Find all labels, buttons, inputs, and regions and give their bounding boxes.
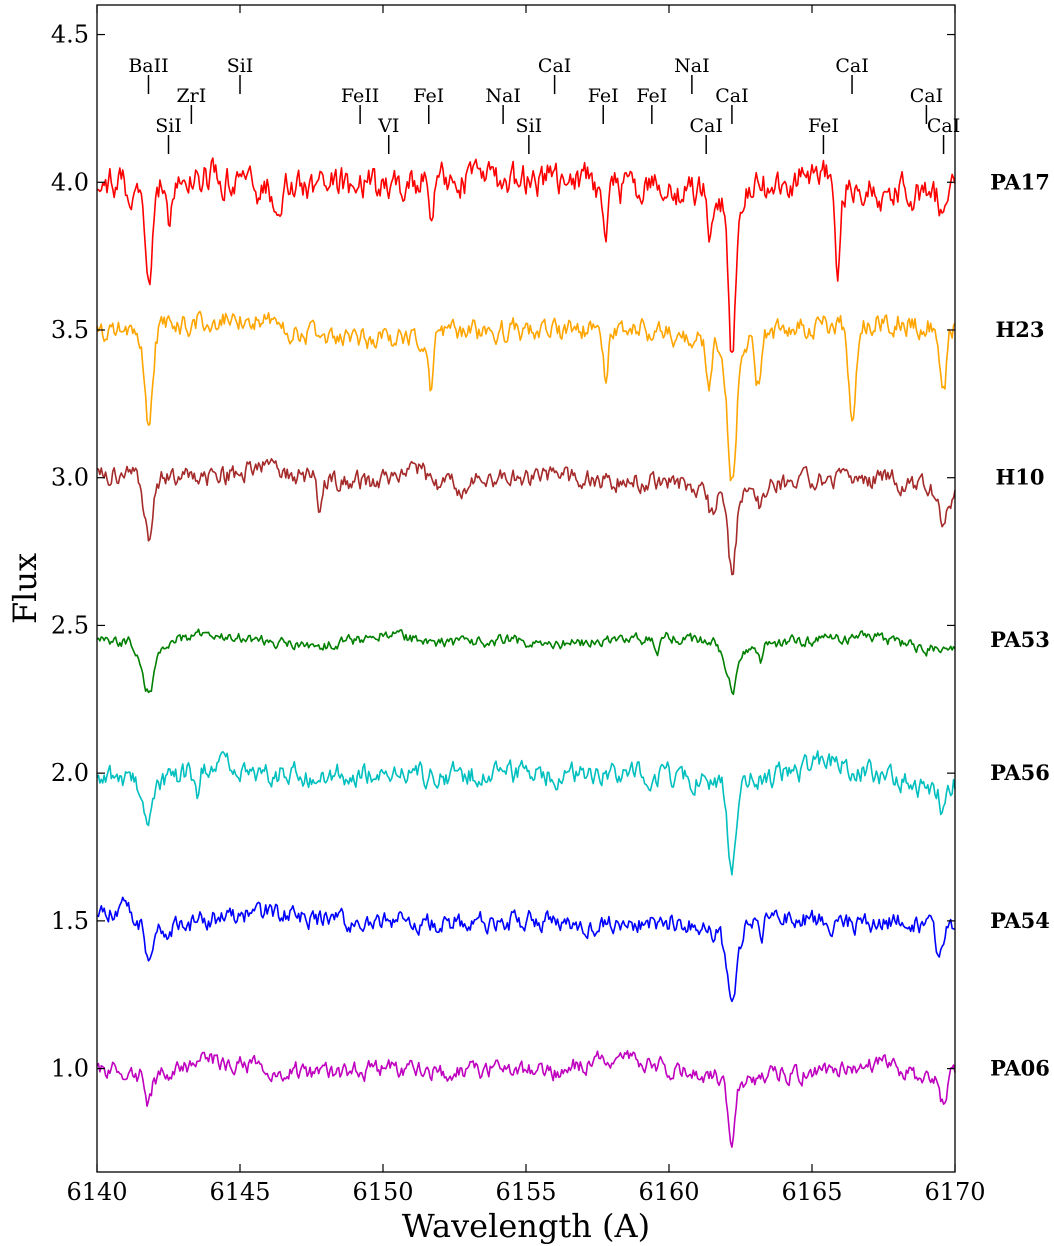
series-label-h10: H10	[995, 465, 1044, 490]
line-label-cai: CaI	[715, 85, 748, 107]
line-label-zri: ZrI	[176, 85, 206, 107]
line-label-cai: CaI	[689, 115, 722, 137]
series-line-h23	[96, 310, 956, 482]
x-tick-label: 6170	[924, 1178, 985, 1206]
series-line-pa54	[96, 896, 956, 1003]
series-line-h10	[96, 458, 956, 576]
line-label-sii: SiI	[516, 115, 543, 137]
line-label-fei: FeI	[636, 85, 667, 107]
line-label-sii: SiI	[155, 115, 182, 137]
axis-ticks: 6140 6145 6150 6155 6160 6165 6170 1.0 1.5 2.0 2.5…	[51, 5, 986, 1206]
x-axis-title: Wavelength (A)	[402, 1207, 650, 1245]
line-label-fei: FeI	[413, 85, 444, 107]
line-label-feii: FeII	[341, 85, 379, 107]
line-label-nai: NaI	[485, 85, 520, 107]
y-tick-label: 4.5	[51, 21, 89, 49]
line-annotations: BaII ZrI SiI SiI FeII VI FeI NaI SiI CaI FeI FeI NaI…	[128, 55, 960, 154]
series-line-pa53	[96, 628, 956, 696]
y-tick-label: 4.0	[51, 168, 89, 196]
y-tick-label: 2.5	[51, 611, 89, 639]
line-label-cai: CaI	[538, 55, 571, 77]
series-label-pa06: PA06	[990, 1056, 1050, 1081]
line-label-vi: VI	[377, 115, 399, 137]
line-label-fei: FeI	[808, 115, 839, 137]
y-tick-label: 1.0	[51, 1055, 89, 1083]
y-tick-label: 3.5	[51, 316, 89, 344]
series-layer	[96, 157, 956, 1148]
line-label-nai: NaI	[674, 55, 709, 77]
series-line-pa56	[96, 750, 956, 876]
series-label-h23: H23	[995, 317, 1044, 342]
line-label-sii: SiI	[227, 55, 254, 77]
series-label-pa53: PA53	[990, 627, 1050, 652]
line-label-cai: CaI	[910, 85, 943, 107]
x-tick-label: 6150	[352, 1178, 413, 1206]
x-tick-label: 6160	[638, 1178, 699, 1206]
line-label-fei: FeI	[588, 85, 619, 107]
x-tick-label: 6165	[781, 1178, 842, 1206]
y-tick-label: 2.0	[51, 759, 89, 787]
y-tick-label: 3.0	[51, 464, 89, 492]
line-label-cai: CaI	[835, 55, 868, 77]
series-line-pa17	[96, 157, 956, 353]
y-axis-title: Flux	[6, 553, 44, 624]
series-label-pa54: PA54	[990, 908, 1050, 933]
x-tick-label: 6145	[209, 1178, 270, 1206]
y-tick-label: 1.5	[51, 907, 89, 935]
series-line-pa06	[96, 1050, 956, 1148]
line-label-baii: BaII	[128, 55, 168, 77]
line-label-cai: CaI	[927, 115, 960, 137]
series-label-pa17: PA17	[990, 169, 1050, 194]
series-labels: PA17 H23 H10 PA53 PA56 PA54 PA06	[990, 169, 1050, 1080]
x-tick-label: 6155	[495, 1178, 556, 1206]
series-label-pa56: PA56	[990, 760, 1050, 785]
x-tick-label: 6140	[66, 1178, 127, 1206]
